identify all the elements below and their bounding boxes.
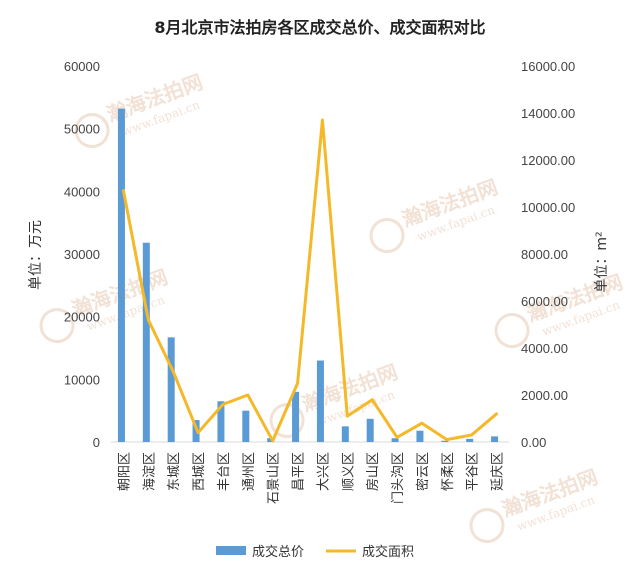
category-label: 房山区 (365, 452, 381, 491)
y-right-tick-label: 2000.00 (521, 388, 568, 403)
category-label: 海淀区 (142, 452, 157, 491)
y-axis-left-label: 单位：万元 (28, 220, 44, 290)
line-point-平谷区 (471, 434, 473, 436)
category-label: 石景山区 (267, 452, 282, 504)
bar-门头沟区 (391, 438, 399, 442)
chart-title: 8月北京市法拍房各区成交总价、成交面积对比 (154, 18, 485, 37)
line-point-东城区 (172, 371, 174, 372)
watermark-logo-icon (39, 308, 75, 344)
watermark-logo-icon (369, 218, 405, 254)
watermark-logo-icon (469, 508, 505, 544)
area-line (121, 118, 499, 443)
category-label: 西城区 (192, 452, 207, 491)
category-label: 顺义区 (341, 452, 356, 491)
line-point-海淀区 (147, 319, 149, 321)
y-left-tick-label: 50000 (64, 122, 100, 137)
line-point-门头沟区 (396, 436, 398, 438)
y-right-tick-label: 8000.00 (521, 247, 568, 262)
y-right-tick-label: 10000.00 (521, 200, 575, 215)
y-right-tick-label: 4000.00 (521, 341, 568, 356)
watermark-logo-icon (494, 313, 530, 349)
category-label: 通州区 (242, 452, 257, 491)
category-label: 平谷区 (466, 452, 481, 491)
category-label: 丰台区 (217, 452, 232, 491)
bar-顺义区 (341, 426, 349, 442)
line-point-朝阳区 (122, 190, 124, 192)
line-point-怀柔区 (446, 439, 448, 441)
category-label: 东城区 (167, 452, 182, 491)
category-label: 朝阳区 (117, 452, 132, 491)
line-point-房山区 (371, 399, 373, 401)
y-right-tick-label: 16000.00 (521, 59, 575, 74)
line-point-延庆区 (496, 413, 498, 415)
category-label: 大兴区 (316, 452, 331, 491)
y-left-tick-label: 60000 (64, 59, 100, 74)
legend: 成交总价 成交面积 (216, 544, 414, 560)
y-left-tick-label: 30000 (64, 247, 100, 262)
bar-丰台区 (217, 401, 225, 442)
line-point-石景山区 (272, 440, 274, 442)
line-point-丰台区 (222, 403, 224, 405)
line-point-密云区 (421, 422, 423, 424)
category-label: 昌平区 (292, 452, 307, 491)
bar-朝阳区 (117, 108, 125, 442)
bar-房山区 (366, 418, 374, 442)
y-right-tick-label: 6000.00 (521, 294, 568, 309)
bar-通州区 (242, 410, 250, 442)
category-labels: 朝阳区 海淀区 东城区 西城区 丰台区 通州区 石景山区 昌平区 大兴区 顺义区 房山区 门头沟区 密云… (117, 452, 505, 504)
y-right-tick-label: 0.00 (521, 435, 546, 450)
bar-东城区 (167, 337, 175, 442)
y-right-tick-label: 12000.00 (521, 153, 575, 168)
legend-line-label: 成交面积 (362, 544, 414, 560)
bar-密云区 (416, 430, 424, 442)
y-right-tick-label: 14000.00 (521, 106, 575, 121)
line-point-通州区 (247, 394, 249, 396)
legend-bar-label: 成交总价 (252, 544, 304, 560)
bar-怀柔区 (441, 440, 449, 442)
bar-海淀区 (142, 242, 150, 442)
category-label: 怀柔区 (441, 452, 456, 491)
y-left-tick-label: 40000 (64, 184, 100, 199)
category-label: 门头沟区 (391, 452, 406, 504)
legend-bar-swatch (216, 546, 246, 555)
bar-平谷区 (466, 438, 474, 442)
category-label: 密云区 (415, 452, 431, 491)
line-series (121, 118, 499, 443)
category-label: 延庆区 (491, 452, 506, 491)
bar-series (117, 108, 499, 442)
y-left-tick-label: 20000 (64, 310, 100, 325)
line-point-昌平区 (297, 382, 299, 384)
y-left-tick-label: 10000 (64, 372, 100, 387)
line-point-大兴区 (321, 119, 323, 121)
bar-大兴区 (316, 360, 324, 442)
bar-昌平区 (292, 391, 300, 442)
line-point-顺义区 (346, 415, 348, 417)
bar-延庆区 (491, 436, 499, 442)
y-axis-right-label: 单位：m² (594, 231, 610, 292)
y-left-tick-label: 0 (93, 435, 100, 450)
line-point-西城区 (197, 432, 199, 434)
watermark-logo-icon (74, 113, 110, 149)
